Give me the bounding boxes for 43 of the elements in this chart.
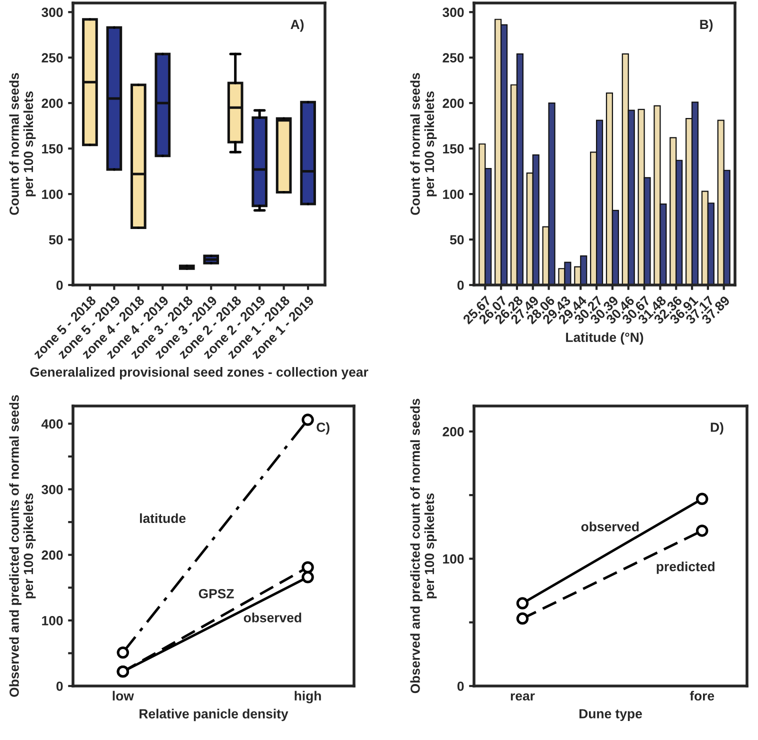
y-axis-title: Count of normal seeds per 100 spikelets [9,73,36,215]
y-tick-label: 250 [442,53,464,62]
y-tick-label: 0 [457,682,464,691]
y-tick-label: 200 [42,550,63,560]
x-tick-label: low [112,690,134,701]
y-tick-label: 200 [442,98,464,108]
y-tick-label: 50 [49,235,63,244]
y-tick-label: 300 [42,484,63,494]
annotation: C) [316,422,330,435]
y-tick-label: 0 [56,280,63,290]
y-tick-label: 0 [56,682,63,691]
y-tick-label: 300 [442,8,464,18]
y-tick-label: 250 [42,53,63,62]
y-axis-title: Count of normal seeds per 100 spikelets [410,73,437,215]
x-axis-title: Generalalized provisional seed zones - collection year [30,367,368,380]
text: latitude [140,513,186,524]
y-axis-title: Observed and predicted count of normal seeds per 100 spikelets [410,398,437,694]
y-tick-label: 100 [42,616,63,626]
x-axis-title: Dune type [579,709,642,722]
annotation: B) [700,19,713,32]
y-tick-label: 100 [42,190,63,199]
y-tick-label: 100 [443,190,464,199]
series-label: observed [581,522,639,532]
y-tick-label: 300 [42,8,63,18]
x-tick-label: high [294,690,321,704]
y-tick-label: 0 [457,280,464,290]
y-tick-label: 200 [442,427,464,436]
x-axis-title: Relative panicle density [140,708,288,722]
y-tick-label: 400 [41,419,63,429]
y-tick-label: 100 [443,554,464,564]
y-tick-label: 150 [443,144,464,154]
annotation: D) [710,422,724,435]
x-axis-title: Latitude (°N) [566,332,644,345]
annotation: A) [290,19,304,32]
y-tick-label: 150 [42,144,63,154]
x-tick-label: fore [690,690,714,701]
series-label: predicted [656,562,714,574]
series-label: GPSZ [198,588,234,598]
series-label: observed [244,612,302,622]
y-tick-label: 200 [42,98,63,108]
y-axis-title: Observed and predicted counts of normal seeds per 100 spikelets [9,395,36,697]
y-tick-label: 50 [450,235,464,244]
x-tick-label: rear [510,693,535,701]
